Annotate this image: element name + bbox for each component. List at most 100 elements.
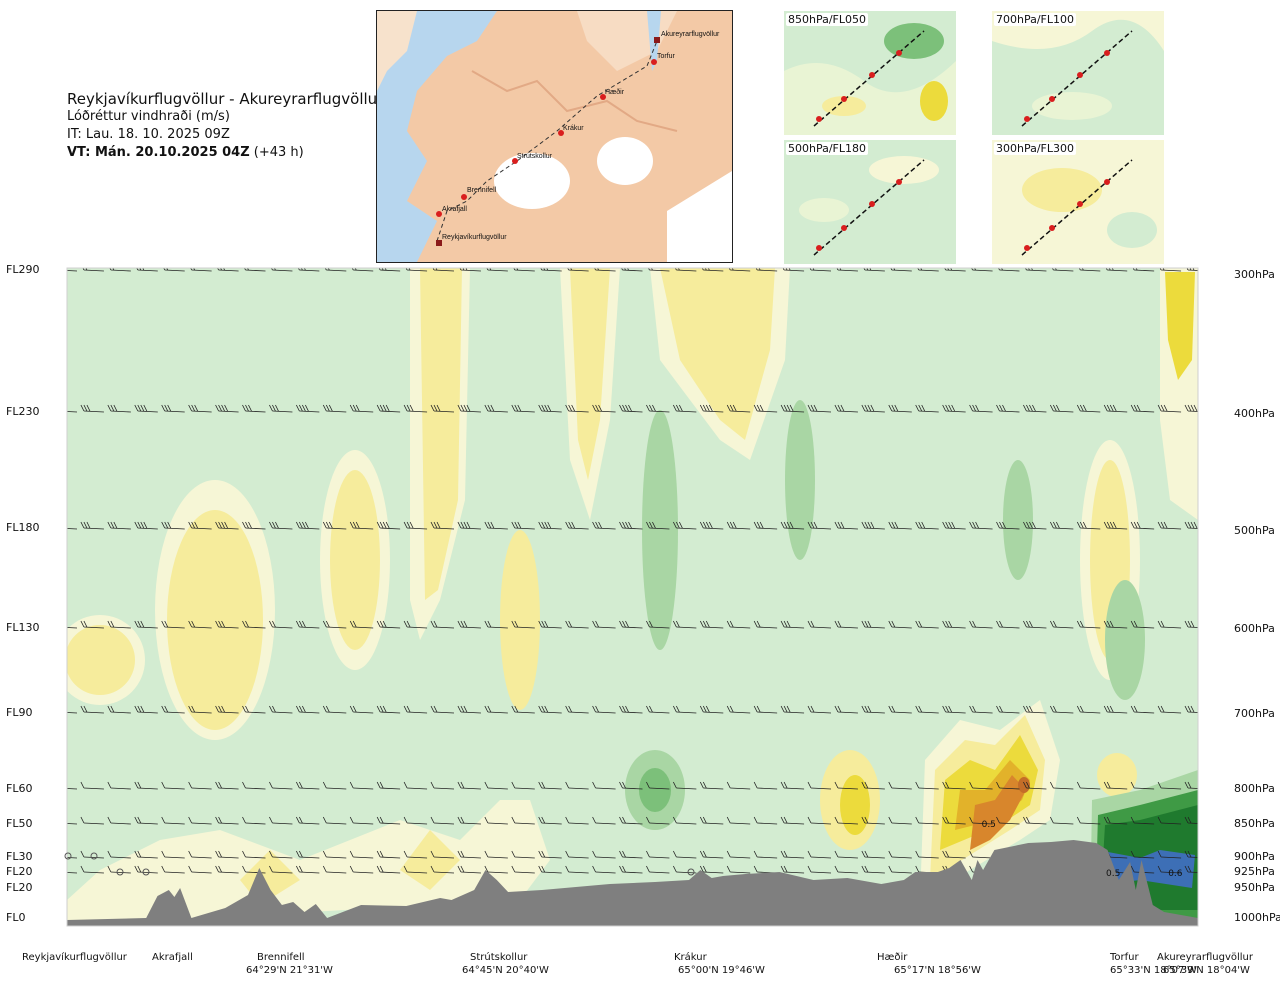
wind-barb (1049, 521, 1074, 530)
wind-barb (215, 404, 239, 413)
location-name: Krákur (674, 952, 707, 963)
wind-barb (888, 816, 912, 825)
wind-barb (244, 268, 266, 272)
wind-barb (215, 850, 239, 859)
mini-map-850-graphic (784, 11, 956, 135)
pressure-label-300: 300hPa (1234, 268, 1275, 281)
wind-barb (349, 781, 374, 790)
wind-barb (295, 705, 320, 714)
wind-barb (269, 850, 293, 859)
wind-barb (567, 268, 589, 272)
location-coord: 64°29'N 21°31'W (246, 965, 333, 976)
wind-barb (647, 268, 670, 272)
map-waypoint-marker (600, 94, 606, 100)
fl-label-fl90: FL90 (6, 706, 33, 719)
wind-barb (269, 816, 293, 825)
updraft-zone (840, 775, 870, 835)
wind-barb (1157, 620, 1182, 629)
wind-barb (349, 404, 374, 413)
wind-barb (672, 521, 697, 530)
wind-barb (269, 404, 293, 413)
wind-barb (188, 521, 212, 530)
downdraft-zone (642, 410, 678, 650)
wind-barb (322, 850, 347, 859)
wind-barb (726, 816, 751, 825)
downdraft-zone (1003, 460, 1033, 580)
wind-barb (242, 781, 266, 790)
pressure-label-500: 500hPa (1234, 524, 1275, 537)
wind-barb (1076, 404, 1101, 413)
location-akrafjall: Akrafjall (152, 951, 193, 964)
wind-barb (215, 865, 239, 874)
wind-barb (646, 521, 670, 530)
wind-barb (944, 268, 966, 272)
wind-barb (969, 404, 993, 413)
wind-barb (538, 816, 562, 825)
map-label-akureyrarflugvollur: Akureyrarflugvöllur (661, 31, 720, 38)
wind-barb (107, 705, 131, 714)
wind-barb (672, 620, 697, 629)
wind-barb (80, 404, 104, 413)
wind-barb (403, 865, 428, 874)
wind-barb (1076, 781, 1101, 790)
wind-barb (163, 268, 185, 272)
wind-barb (672, 850, 697, 859)
wind-barb (161, 865, 185, 874)
wind-barb (188, 705, 212, 714)
wind-barb (834, 521, 858, 530)
wind-barb (971, 268, 993, 272)
wind-barb (538, 620, 562, 629)
wind-barb (295, 816, 320, 825)
valid-time-line: VT: Mán. 20.10.2025 04Z (+43 h) (67, 144, 383, 162)
wind-barb (996, 521, 1020, 530)
map-label-akrafjall: Akrafjall (442, 206, 467, 213)
wind-barb (324, 268, 347, 272)
wind-barb (459, 268, 481, 272)
wind-barb (565, 781, 589, 790)
wind-barb (834, 865, 858, 874)
wind-barb (161, 620, 185, 629)
wind-barb (161, 705, 185, 714)
wind-barb (349, 850, 374, 859)
wind-barb (1157, 705, 1182, 714)
contour-label: 0.5 (982, 820, 996, 830)
wind-barb (215, 521, 239, 530)
wind-barb (861, 404, 885, 413)
pressure-label-800: 800hPa (1234, 782, 1275, 795)
wind-barb (430, 781, 455, 790)
wind-barb (619, 404, 643, 413)
wind-barb (484, 816, 508, 825)
wind-barb (405, 268, 428, 272)
wind-barb (80, 620, 104, 629)
contour-label: 0.6 (1168, 869, 1183, 879)
fl-label-fl60: FL60 (6, 782, 33, 795)
wind-barb (726, 404, 751, 413)
wind-barb (67, 872, 78, 874)
wind-barb (780, 850, 805, 859)
wind-barb (457, 865, 481, 874)
wind-barb (295, 620, 320, 629)
wind-barb (484, 850, 508, 859)
wind-barb (807, 816, 832, 825)
wind-barb (1157, 781, 1182, 790)
wind-barb (699, 865, 724, 874)
wind-barb (834, 705, 858, 714)
wind-barb (699, 705, 724, 714)
wind-barb (134, 620, 158, 629)
wind-barb (1130, 521, 1155, 530)
wind-barb (1184, 521, 1198, 529)
wind-barb (67, 627, 78, 629)
wind-barb (592, 781, 616, 790)
wind-barb (619, 620, 643, 629)
downdraft-zone (639, 768, 671, 812)
wind-barb (592, 521, 616, 530)
wind-barb (807, 404, 832, 413)
wind-barb (215, 816, 239, 825)
wind-barb (107, 521, 131, 530)
wind-barb (592, 865, 616, 874)
wind-barb (834, 816, 858, 825)
location-name: Reykjavíkurflugvöllur (22, 952, 127, 963)
wind-barb (861, 865, 885, 874)
surface-markers (64, 852, 695, 876)
wind-barb (699, 521, 724, 530)
